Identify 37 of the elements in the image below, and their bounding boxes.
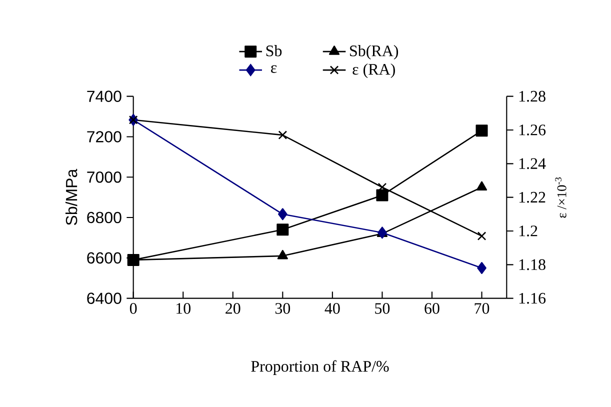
point	[277, 250, 288, 260]
y-tick-label: 7400	[87, 90, 122, 102]
y-tick-label: 7000	[87, 171, 122, 183]
y2-tick-label: 1.22	[519, 192, 546, 203]
point	[477, 232, 486, 240]
point	[276, 224, 289, 236]
y-tick-label: 7200	[87, 131, 122, 142]
y2-tick-label: 1.16	[519, 292, 546, 304]
y-axis-title: Sb/MPa	[65, 168, 78, 226]
legend-label: ε	[271, 65, 277, 73]
x-tick-label: 60	[424, 303, 440, 314]
point	[476, 124, 488, 137]
y2-tick-label: 1.28	[519, 90, 546, 102]
y2-tick-label: 1.2	[519, 226, 538, 236]
x-tick-label: 70	[474, 303, 490, 314]
x-tick-label: 20	[226, 303, 240, 314]
point	[278, 130, 288, 140]
x-tick-label: 10	[176, 303, 190, 314]
x-tick-label: 50	[375, 303, 390, 314]
y-tick-label: 6800	[87, 212, 122, 224]
legend-label: ε (RA)	[352, 63, 395, 78]
y-tick-label: 6400	[87, 292, 122, 304]
point	[376, 189, 388, 202]
legend-label: Sb	[266, 45, 282, 56]
y2-tick-label: 1.24	[519, 158, 546, 170]
legend-label: Sb(RA)	[350, 45, 398, 60]
point	[476, 181, 488, 191]
y2-tick-label: 1.18	[519, 259, 546, 270]
x-tick-label: 0	[130, 303, 137, 314]
x-axis-title: Proportion of RAP/%	[251, 360, 389, 375]
x-tick-label: 30	[275, 303, 290, 314]
point	[477, 262, 486, 274]
y2-tick-label: 1.26	[519, 124, 546, 136]
point	[278, 208, 288, 220]
y-tick-label: 6600	[87, 252, 122, 264]
x-tick-label: 40	[324, 303, 340, 314]
y2-axis-title: ε /×10$^{-3}$	[555, 177, 566, 218]
